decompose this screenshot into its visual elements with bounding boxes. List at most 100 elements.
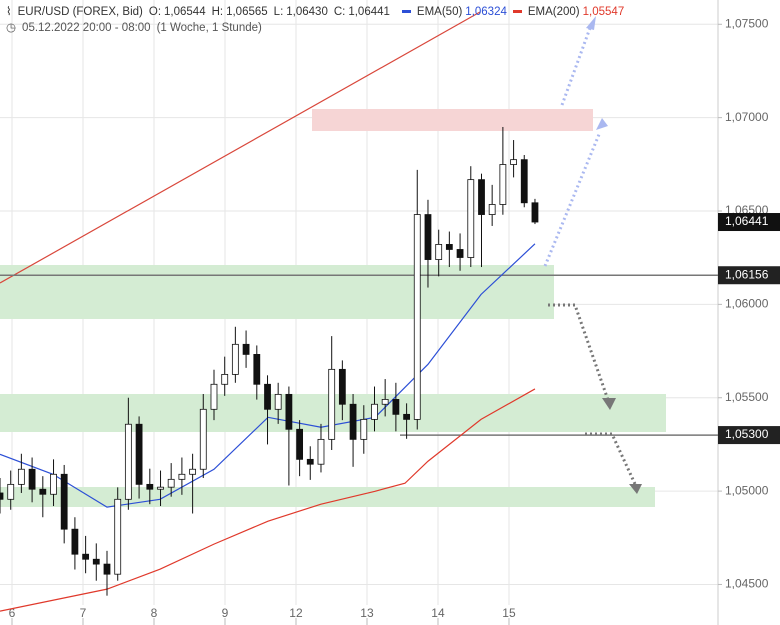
y-tick-label: 1,07000 [725,110,769,124]
candle-body [157,486,164,490]
candle-body [114,498,122,575]
candle-body [360,418,368,440]
x-tick-label: 6 [9,606,16,620]
level-tag [718,426,780,445]
last-price-label: 1,06441 [725,214,769,228]
candle-body [242,343,250,355]
candle-body [135,423,143,485]
x-tick-label: 7 [80,606,87,620]
candle-body [0,492,4,500]
candle-body [103,563,111,575]
legend-name: EMA(50) [416,6,463,18]
y-tick-label: 1,05500 [725,390,769,404]
resistance-zone [312,109,593,131]
candle-body [456,249,464,258]
period: (1 Woche, 1 Stunde) [156,22,262,34]
candle-body [317,438,325,465]
candle-body [424,214,432,260]
y-tick-label: 1,05000 [725,483,769,497]
candle-body [124,423,132,500]
ohlc-label: L: [273,6,284,18]
candle-body [210,383,218,410]
candle-body [306,458,314,465]
candle-body [92,558,100,565]
candle-body [28,468,36,490]
range: 05.12.2022 20:00 - 08:00 [22,22,151,34]
candle-body [445,244,453,250]
symbol: EUR/USD (FOREX, Bid) [17,6,143,18]
trend-line [0,11,481,284]
candle-body [520,159,528,204]
arrow-head [586,16,596,30]
arrow-head [602,398,616,410]
candle-body [39,488,47,495]
candle-body [510,159,517,165]
level-tag [718,266,780,285]
candle-body [71,528,79,555]
last-price-tag [718,213,780,232]
support-zone [0,265,554,319]
legend-value: 1,05547 [582,6,625,18]
candle-body [82,553,90,560]
candle-body [253,354,261,385]
ohlc-value: 1,06565 [226,6,268,18]
candle-body [296,428,304,460]
candle-body [338,368,346,405]
candle-body [50,473,57,495]
ohlc-label: C: [333,6,346,18]
ohlc-label: O: [148,6,162,18]
candle-body [231,343,239,375]
header-line: ⌇ EUR/USD (FOREX, Bid) O: 1,06544 H: 1,06565 L… [6,4,636,20]
candle-body [413,214,421,420]
candle-body [328,368,336,440]
candle-body [488,204,496,215]
level-label: 1,05300 [725,427,769,441]
candle-body [7,483,15,500]
candle-body [60,473,68,530]
legend-swatch [512,10,522,14]
candle-body [167,478,175,488]
y-tick-label: 1,07500 [725,16,769,30]
ohlc-value: 1,06441 [348,6,390,18]
support-zone [0,487,655,507]
arrow-head [596,118,608,130]
level-label: 1,06156 [725,267,769,281]
candle-body [371,403,378,420]
ema-line [0,388,536,612]
x-tick-label: 12 [289,606,303,620]
icon: ⌇ [6,6,12,18]
candle-body [478,179,485,215]
candle-body [381,399,389,405]
candle-body [392,399,400,415]
x-tick-label: 8 [151,606,158,620]
x-tick-label: 14 [431,606,445,620]
ohlc: O: 1,06544 H: 1,06565 L: 1,06430 C: 1,06441 [149,6,396,18]
candle-body [17,468,25,485]
legend-value: 1,06324 [465,6,507,18]
x-tick-label: 13 [360,606,374,620]
candle-body [403,413,411,420]
header: ⌇ EUR/USD (FOREX, Bid) O: 1,06544 H: 1,06565 L… [6,4,636,36]
x-tick-label: 9 [222,606,229,620]
candle-body [189,468,197,475]
candle-body [264,383,271,410]
candle-body [435,244,443,260]
candle-body [531,202,539,223]
arrows [543,27,637,485]
ohlc-value: 1,06544 [164,6,206,18]
y-tick-label: 1,04500 [725,577,769,591]
header-line: ◷ 05.12.2022 20:00 - 08:00 (1 Woche, 1 Stu… [6,20,636,36]
x-tick-label: 15 [502,606,516,620]
legend-swatch [401,10,411,14]
candle-body [221,373,229,385]
legend: EMA(50) 1,06324 EMA(200) 1,05547 [401,6,630,18]
legend-name: EMA(200) [527,6,580,18]
ohlc-value: 1,06430 [286,6,328,18]
candle-body [349,403,357,440]
ohlc-label: H: [211,6,224,18]
candle-body [499,164,507,205]
candle-body [285,393,293,430]
candle-body [467,179,475,258]
